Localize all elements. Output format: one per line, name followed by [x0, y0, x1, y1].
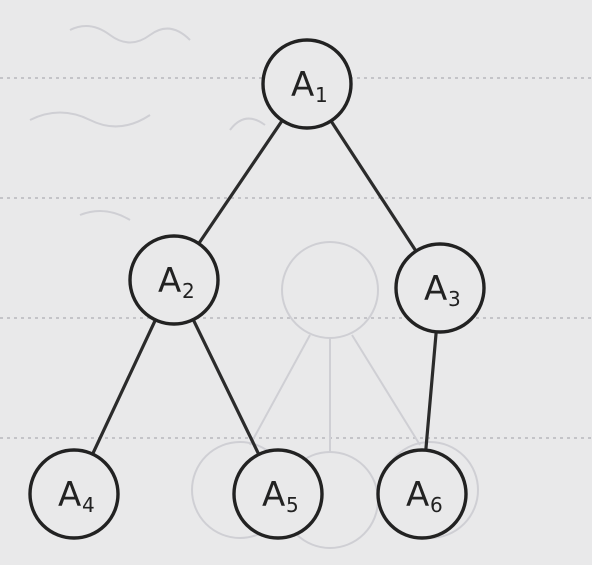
ruled-lines: [0, 77, 592, 439]
ghost-line: [249, 334, 311, 446]
node-subscript: 5: [286, 493, 299, 517]
node-subscript: 2: [182, 279, 195, 303]
node-subscript: 4: [82, 493, 95, 517]
node-circle: [232, 448, 324, 540]
node-circle: [394, 242, 486, 334]
node-label: A: [158, 261, 181, 301]
node-circle: [376, 448, 468, 540]
node-label: A: [291, 65, 314, 105]
ghost-line: [351, 334, 421, 446]
node-label: A: [424, 269, 447, 309]
ghost-scribble: [79, 210, 131, 221]
node-subscript: 3: [448, 287, 461, 311]
ghost-scribble: [229, 117, 266, 131]
node-circle: [261, 38, 353, 130]
edge-a1-a3: [329, 119, 418, 253]
edge-a1-a2: [197, 118, 284, 246]
tree-edges: [90, 118, 438, 456]
edge-a2-a4: [90, 318, 157, 456]
node-label: A: [58, 475, 81, 515]
tree-nodes: A 1A 2 A 3A 4 A 5 A 6: [28, 38, 486, 540]
node-label: A: [406, 475, 429, 515]
ghost-scribble: [29, 111, 151, 128]
edge-a2-a5: [191, 318, 261, 456]
node-subscript: 1: [315, 83, 328, 107]
node-circle: [28, 448, 120, 540]
node-label: A: [262, 475, 285, 515]
ghost-circle: [281, 241, 379, 339]
ghost-scribble: [69, 25, 191, 44]
node-circle: [128, 234, 220, 326]
node-subscript: 6: [430, 493, 443, 517]
edge-a3-a6: [424, 330, 438, 452]
